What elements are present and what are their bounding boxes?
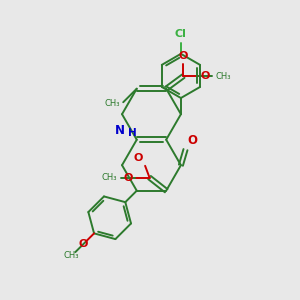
Text: O: O [178, 51, 188, 62]
Text: N: N [115, 124, 125, 136]
Text: CH₃: CH₃ [64, 251, 79, 260]
Text: CH₃: CH₃ [102, 173, 117, 182]
Text: O: O [79, 239, 88, 249]
Text: H: H [128, 128, 137, 138]
Text: O: O [123, 172, 132, 183]
Text: O: O [134, 154, 143, 164]
Text: O: O [201, 71, 210, 81]
Text: O: O [187, 134, 197, 147]
Text: CH₃: CH₃ [104, 99, 120, 108]
Text: Cl: Cl [175, 28, 187, 38]
Text: CH₃: CH₃ [216, 72, 232, 81]
